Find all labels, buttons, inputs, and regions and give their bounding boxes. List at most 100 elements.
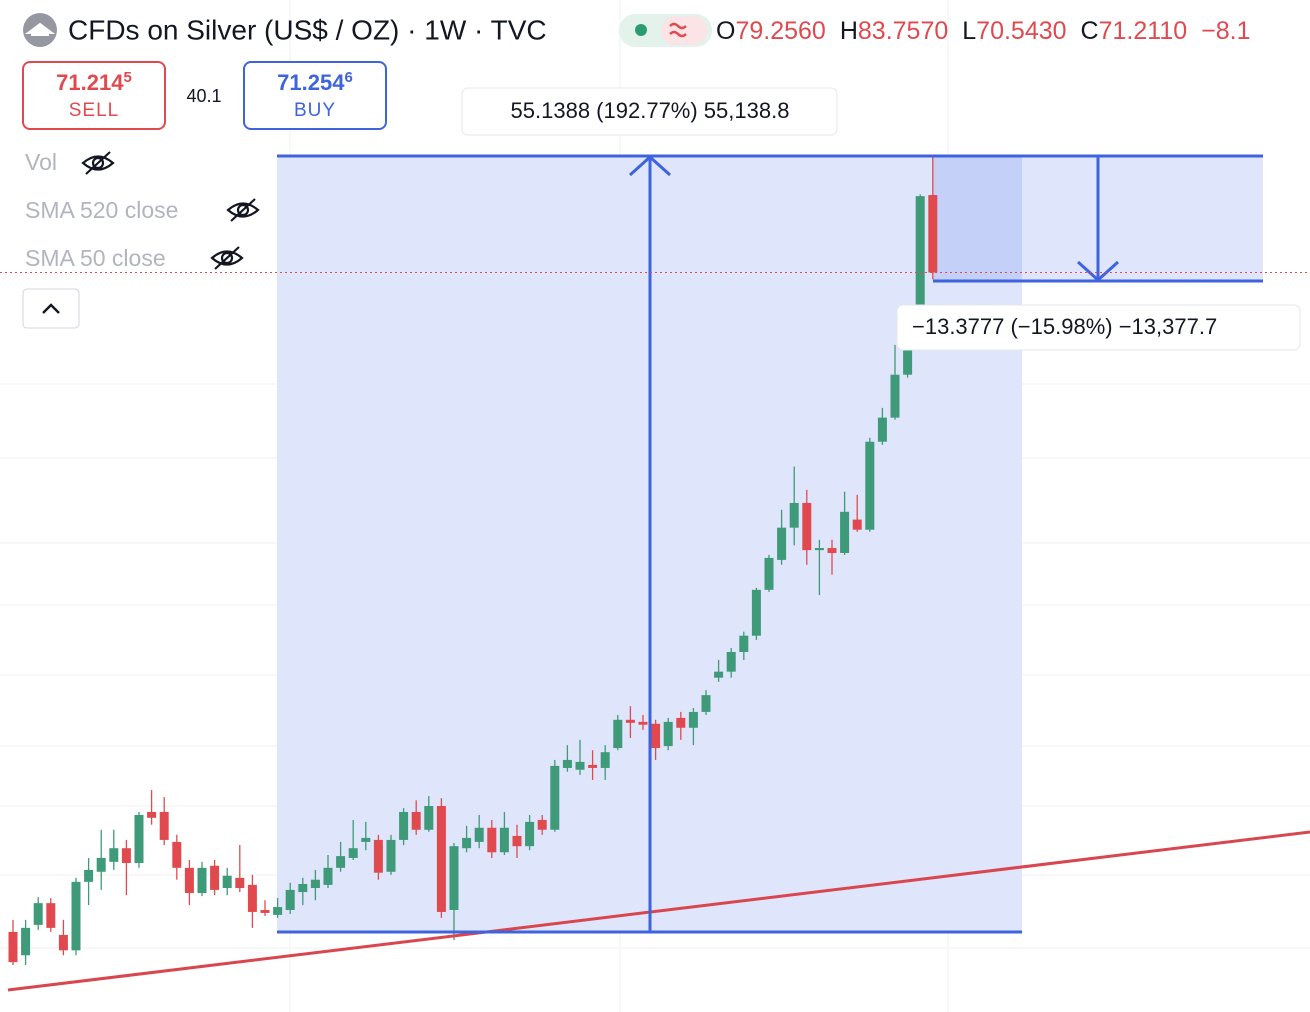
candle-body (613, 719, 623, 749)
candle-body (424, 806, 434, 830)
ohlc-key: L (962, 17, 976, 45)
candle-body (764, 557, 774, 590)
candle-body (499, 827, 509, 853)
candle-body (562, 759, 572, 768)
candle-body (247, 884, 257, 912)
candle-body (625, 719, 635, 723)
candle-body (525, 821, 535, 847)
measure-zone-overlap (933, 155, 1022, 281)
delay-badge (661, 16, 707, 45)
measure-label: −13.3777 (−15.98%) −13,377.7 (912, 314, 1217, 339)
candle-body (147, 811, 157, 818)
sell-button[interactable] (22, 61, 166, 130)
candle-body (348, 848, 358, 858)
candle-body (852, 519, 862, 530)
hidden-eye[interactable] (81, 151, 115, 175)
candle-body (46, 903, 56, 928)
price-last-digit: 6 (344, 69, 352, 86)
candle-body (436, 806, 446, 912)
price-main: 71.214 (56, 70, 124, 95)
measure-label: 55.1388 (192.77%) 55,138.8 (511, 98, 790, 123)
candle-body (84, 869, 94, 882)
candle-body (210, 865, 220, 890)
ohlc-value: 71.2110 (1099, 17, 1188, 45)
arrow-head (628, 154, 672, 177)
ohlc-value: 70.5430 (976, 17, 1066, 45)
candle-body (688, 711, 698, 728)
collapse-button[interactable] (22, 288, 80, 329)
candle-body (814, 548, 824, 551)
candle-body (802, 502, 812, 551)
buy-label: BUY (294, 100, 336, 121)
price-main: 71.254 (277, 70, 345, 95)
candle-body (487, 827, 497, 853)
ohlc-key: H (840, 17, 858, 45)
ohlc-change: −8.1 (1201, 17, 1250, 45)
candle-body (373, 839, 383, 873)
candle-body (323, 867, 333, 885)
candle-body (449, 846, 459, 910)
indicator-label: Vol (25, 149, 57, 175)
title: CFDs on Silver (US$ / OZ) · 1W · TVC (68, 14, 547, 45)
delay-icon (669, 22, 687, 38)
candle-body (386, 839, 396, 872)
candle-body (462, 837, 472, 849)
candle-body (58, 934, 68, 951)
candle-body (739, 635, 749, 652)
sell-label: SELL (69, 100, 119, 121)
logo-glyph (25, 22, 55, 36)
indicator-label: SMA 520 close (25, 197, 178, 223)
candle-body (550, 765, 560, 830)
collapse-icon (42, 303, 60, 314)
candle-body (777, 527, 787, 560)
market-open-dot (635, 24, 647, 36)
measure-label-box (896, 304, 1301, 351)
candle-body (184, 867, 194, 894)
candle-body (71, 881, 81, 951)
candle-body (537, 819, 547, 830)
candle-body (285, 889, 295, 910)
candle-body (928, 195, 938, 273)
candle-body (134, 814, 144, 863)
candle-body (714, 671, 724, 678)
candle-body (840, 511, 850, 553)
buy-price: 71.2546 (277, 69, 353, 95)
hidden-eye[interactable] (210, 246, 244, 270)
candle-body (8, 931, 18, 963)
price-last-digit: 5 (123, 69, 131, 86)
candle-body (273, 907, 283, 915)
candle-body (701, 695, 711, 712)
candle-body (751, 589, 761, 636)
candle-body (298, 883, 308, 893)
candle-body (726, 651, 736, 672)
candle-body (663, 721, 673, 747)
candle-body (235, 877, 245, 889)
candle-body (474, 827, 484, 842)
ohlc-value: 83.7570 (858, 17, 948, 45)
ohlc-value: 79.2560 (735, 17, 825, 45)
candle-body (336, 856, 346, 868)
ohlc-key: C (1081, 17, 1099, 45)
buy-button[interactable] (243, 61, 387, 130)
candle-body (890, 374, 900, 418)
candle-body (411, 811, 421, 830)
candle-body (197, 867, 207, 894)
candle-body (676, 717, 686, 728)
ohlc-key: O (716, 17, 735, 45)
candle-body (638, 721, 648, 725)
candle-body (915, 196, 925, 316)
candle-body (588, 764, 598, 768)
measure-zone (1022, 155, 1263, 281)
candle-body (260, 909, 270, 913)
candle-body (877, 417, 887, 442)
candle-body (159, 811, 169, 840)
candle-body (310, 879, 320, 889)
candle-body (512, 835, 522, 847)
trend-line (7, 830, 1310, 992)
candle-body (121, 848, 131, 863)
candle-body (789, 502, 799, 528)
indicator-label: SMA 50 close (25, 245, 166, 271)
hidden-eye[interactable] (226, 198, 260, 222)
